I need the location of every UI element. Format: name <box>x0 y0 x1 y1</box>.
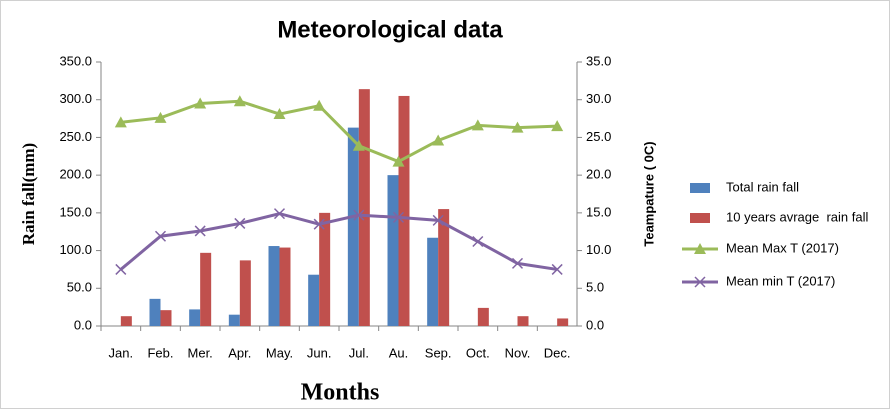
bar <box>387 175 399 326</box>
marker <box>273 208 286 220</box>
y-tick-label: 350.0 <box>59 53 92 68</box>
legend-label: Mean min T (2017) <box>726 273 835 288</box>
marker <box>233 95 246 107</box>
marker <box>115 263 127 275</box>
marker <box>352 139 365 151</box>
x-tick-label: Jul. <box>349 345 369 360</box>
y-tick-label: 50.0 <box>67 280 92 295</box>
bar <box>268 246 280 326</box>
x-tick-label: Apr. <box>228 345 251 360</box>
legend-marker <box>694 243 706 254</box>
bar <box>189 309 201 326</box>
bar <box>120 316 132 326</box>
marker <box>194 225 206 237</box>
legend-swatch <box>690 213 710 223</box>
marker <box>471 119 484 131</box>
x-tick-label: Feb. <box>147 345 173 360</box>
bar <box>557 318 569 326</box>
bar <box>358 89 370 326</box>
y2-axis-label: Teampature ( 0C) <box>641 141 656 246</box>
legend-label: 10 years avrage rain fall <box>726 209 868 224</box>
y2-tick-label: 0.0 <box>586 317 604 332</box>
bar <box>228 314 240 326</box>
y-tick-label: 100.0 <box>59 242 92 257</box>
marker <box>551 120 564 132</box>
bar <box>160 310 172 326</box>
bar <box>517 316 529 326</box>
x-tick-label: Dec. <box>544 345 571 360</box>
y2-tick-label: 10.0 <box>586 242 611 257</box>
bar <box>319 212 331 326</box>
bar <box>149 298 161 326</box>
legend-label: Mean Max T (2017) <box>726 240 839 255</box>
bar <box>398 95 410 326</box>
x-tick-label: Au. <box>389 345 409 360</box>
y2-tick-label: 30.0 <box>586 91 611 106</box>
marker <box>273 108 286 120</box>
marker <box>472 235 484 248</box>
marker <box>511 121 524 133</box>
marker <box>234 217 246 229</box>
marker <box>392 211 405 223</box>
bar <box>239 260 251 326</box>
y-tick-label: 200.0 <box>59 167 92 182</box>
marker <box>432 134 445 146</box>
y2-tick-label: 5.0 <box>586 280 604 295</box>
legend-swatch <box>690 183 710 193</box>
y-tick-label: 300.0 <box>59 91 92 106</box>
x-tick-label: Mer. <box>188 345 213 360</box>
chart-title: Meteorological data <box>277 16 503 43</box>
y2-tick-label: 15.0 <box>586 204 611 219</box>
bar <box>477 307 489 326</box>
x-axis-label: Months <box>301 380 380 406</box>
marker <box>114 116 127 128</box>
marker <box>432 214 444 226</box>
marker <box>154 111 167 123</box>
marker <box>392 155 405 167</box>
bar <box>438 209 450 326</box>
x-tick-label: Sep. <box>425 345 452 360</box>
y2-tick-label: 35.0 <box>586 53 611 68</box>
y-tick-label: 150.0 <box>59 204 92 219</box>
y-axis-label: Rain fall(mm) <box>19 143 38 245</box>
bar <box>347 127 359 326</box>
marker <box>551 263 563 275</box>
marker <box>511 257 524 269</box>
x-tick-label: Nov. <box>505 345 531 360</box>
legend-marker <box>694 276 706 288</box>
bar <box>308 274 320 326</box>
bar <box>200 252 212 326</box>
marker <box>194 97 207 109</box>
legend-label: Total rain fall <box>726 179 799 194</box>
x-tick-label: Oct. <box>466 345 490 360</box>
x-tick-label: May. <box>266 345 293 360</box>
y2-tick-label: 25.0 <box>586 129 611 144</box>
bar <box>427 237 439 326</box>
line <box>119 212 558 271</box>
y2-tick-label: 20.0 <box>586 167 611 182</box>
y-tick-label: 0.0 <box>74 317 92 332</box>
bar <box>279 247 291 326</box>
y-tick-label: 250.0 <box>59 129 92 144</box>
marker <box>313 218 325 230</box>
marker <box>353 209 365 221</box>
x-tick-label: Jan. <box>109 345 134 360</box>
marker <box>313 99 326 111</box>
line <box>120 99 558 164</box>
x-tick-label: Jun. <box>307 345 332 360</box>
marker <box>154 230 167 242</box>
